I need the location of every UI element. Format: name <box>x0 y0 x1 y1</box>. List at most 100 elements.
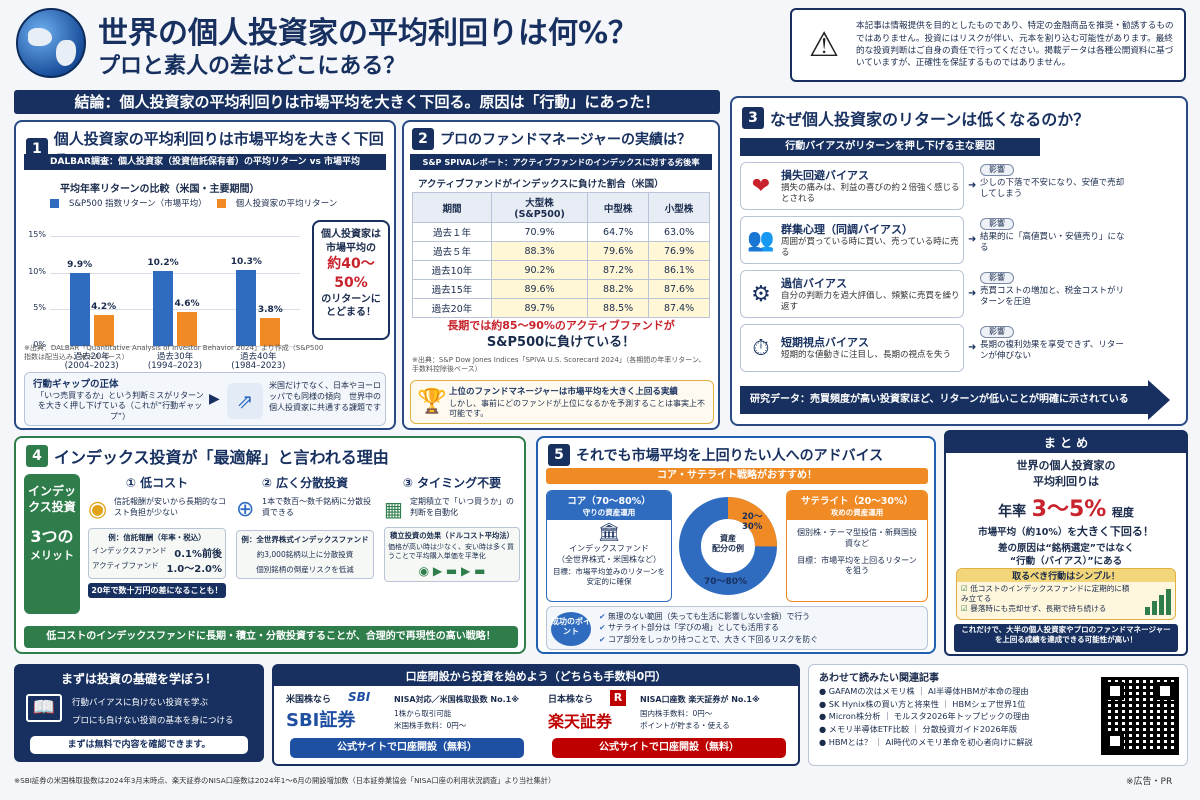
core-fund-2: （全世界株式・米国株など） <box>557 555 661 564</box>
bar <box>260 318 281 346</box>
globe-icon <box>16 8 86 78</box>
donut-sat-label: 20〜30% <box>742 512 763 532</box>
note-text: しかし、事前にどのファンドが上位になるかを予測することは事実上不可能です。 <box>449 399 705 419</box>
related-link[interactable]: ● Micron株分析 ｜ モルスタ2026年トップピックの理由 <box>819 710 1089 723</box>
learn-button[interactable]: まずは無料で内容を確認できます。 <box>30 736 248 754</box>
merit-1-box: 例：信託報酬（年率・税込） インデックスファンド 0.1%前後 アクティブファンド… <box>88 528 226 579</box>
bias-desc: 自分の判断力を過大評価し、頻繁に売買を繰り返す <box>781 290 960 312</box>
gap-text: 「いつ売買するか」という判断ミスがリターンを大きく押し下げている（これが“行動ギ… <box>36 391 204 421</box>
merit-1-box-title: 例：信託報酬（年率・税込） <box>108 533 206 542</box>
table-cell: 過去20年 <box>412 298 492 318</box>
related-text: Micron株分析 ｜ モルスタ2026年トップピックの理由 <box>828 711 1030 722</box>
table-cell: 過去10年 <box>412 260 492 280</box>
related-link[interactable]: ● メモリ半導体ETF比較 ｜ 分散投資ガイド2026年版 <box>819 723 1089 736</box>
action-item: ☑ 低コストのインデックスファンドに定期的に積み立てる <box>961 584 1135 604</box>
related-link[interactable]: ● SK Hynix株の買い方と将来性 ｜ HBMシェア世界1位 <box>819 698 1089 711</box>
callout-highlight: 約40〜50% <box>327 256 375 291</box>
bias-effect: 影響 少しの下落で不安になり、安値で売却してしまう <box>980 164 1130 200</box>
highlight-line-2: S&P500に負けている！ <box>486 334 636 350</box>
merit-3-title: ③ タイミング不要 <box>402 476 502 490</box>
rakuten-block: 日本株なら R 楽天証券 NISA口座数 楽天証券が No.1※ 国内株手数料：… <box>544 690 794 762</box>
sat-fund: 個別株・テーマ型投信・新興国投資など <box>797 528 917 548</box>
table-row: 過去５年 88.3% 79.6% 76.9% <box>412 241 710 261</box>
bias-title: 群集心理（同調バイアス） <box>781 222 913 236</box>
bias-card: 👥 群集心理（同調バイアス） 周囲が買っている時に買い、売っている時に売る <box>740 216 964 264</box>
bar-value-label: 9.9% <box>67 260 93 271</box>
core-fund: インデックスファンド <box>569 544 649 553</box>
summary-line-3: 市場平均（約10%）を大きく下回る！ <box>946 523 1186 539</box>
donut-svg <box>679 497 777 595</box>
table-cell: 87.2% <box>587 260 650 280</box>
spiva-table: 期間 大型株 (S&P500) 中型株 小型株 過去１年 70.9% 64.7% 63.0%… <box>412 192 710 318</box>
learn-1: 行動バイアスに負けない投資を学ぶ <box>72 698 209 708</box>
action-text: 低コストのインデックスファンドに定期的に積み立てる <box>961 584 1130 603</box>
legend-a: S&P500 指数リターン（市場平均） <box>69 199 207 209</box>
crowd-icon: 👥 <box>747 227 775 253</box>
merit-side-2: 3つの <box>30 527 74 547</box>
line3-b: 大きく下回る！ <box>1076 525 1154 538</box>
fee-value: 0.1%前後 <box>174 549 222 560</box>
arrow-icon: ➜ <box>968 180 977 191</box>
bias-title: 短期視点バイアス <box>781 336 869 350</box>
donut-center: 資産 配分の例 <box>706 534 750 555</box>
bullet-icon: ● <box>819 724 829 735</box>
section-title: プロのファンドマネージャーの実績は？ <box>440 132 692 148</box>
table-cell: 87.6% <box>648 279 710 299</box>
gridline <box>50 236 300 237</box>
allocation-donut: 資産 配分の例 70〜80% 20〜30% <box>676 494 780 598</box>
bias-effect: 影響 結果的に「高値買い・安値売り」になる <box>980 218 1130 254</box>
section-number: 3 <box>742 107 764 129</box>
action-box: 取るべき行動はシンプル！ ☑ 低コストのインデックスファンドに定期的に積み立てる… <box>956 568 1176 620</box>
summary-card: ま と め 世界の個人投資家の 平均利回りは 年率 3〜5% 程度 市場平均（約… <box>944 430 1188 656</box>
fee-label: インデックスファンド <box>92 546 167 555</box>
merit-1-title: ① 低コスト <box>125 476 189 490</box>
gridline <box>50 272 300 274</box>
donut-center-2: 配分の例 <box>712 544 744 554</box>
section-number: 4 <box>26 445 48 467</box>
merit-side: インデックス投資 3つの メリット <box>24 474 80 614</box>
table-cell: 86.1% <box>648 260 710 280</box>
point-item: ✔ サテライト部分は「学びの場」としても活用する <box>599 622 925 633</box>
section-subtitle: DALBAR調査：個人投資家（投資信託保有者）の平均リターン vs 市場平均 <box>24 154 386 170</box>
effect-text: 少しの下落で不安になり、安値で売却してしまう <box>980 178 1125 200</box>
point-text: コア部分をしっかり持つことで、大きく下回るリスクを防ぐ <box>608 634 818 644</box>
action-text: 暴落時にも売却せず、長期で持ち続ける <box>970 603 1107 613</box>
merit-3: ③ タイミング不要 ▦ 定期積立で「いつ買うか」の判断を自動化 積立投資の効果（… <box>384 474 520 583</box>
bar <box>153 271 173 346</box>
bias-effect: 影響 売買コストの増加と、税金コストがリターンを圧迫 <box>980 272 1130 308</box>
heart-down-icon: ❤ <box>751 173 771 199</box>
summary-cause: 差の原因は“銘柄選定”ではなく “行動（バイアス）”にある <box>946 543 1186 569</box>
merit-3-box-title: 積立投資の効果（ドルコスト平均法） <box>390 531 514 540</box>
bias-desc: 損失の痛みは、利益の喜びの約２倍強く感じるとされる <box>781 182 960 204</box>
qr-code-icon[interactable] <box>1101 677 1179 755</box>
bias-card: ❤ 損失回避バイアス 損失の痛みは、利益の喜びの約２倍強く感じるとされる <box>740 162 964 210</box>
related-link[interactable]: ● GAFAMの次はメモリ株 ｜ AI半導体HBMが本命の理由 <box>819 685 1089 698</box>
warning-icon: ⚠ <box>808 25 840 65</box>
rakuten-open-button[interactable]: 公式サイトで口座開設（無料） <box>552 738 786 758</box>
section-number: 2 <box>412 128 434 150</box>
y-tick-label: 10% <box>28 266 46 276</box>
learn-card: まずは投資の基礎を学ぼう！ 📖 行動バイアスに負けない投資を学ぶ プロにも負けな… <box>14 664 264 762</box>
related-card: あわせて読みたい関連記事 ● GAFAMの次はメモリ株 ｜ AI半導体HBMが本… <box>808 664 1188 766</box>
learn-2: プロにも負けない投資の基本を身につける <box>72 716 234 726</box>
sbi-open-button[interactable]: 公式サイトで口座開設（無料） <box>290 738 524 758</box>
table-cell: 87.4% <box>648 298 710 318</box>
summary-rate-row: 年率 3〜5% 程度 <box>946 491 1186 523</box>
merit-2: ② 広く分散投資 ⊕ 1本で数百〜数千銘柄に分散投資できる 例：全世界株式インデ… <box>236 474 374 579</box>
merit-3-text: 定期積立で「いつ買うか」の判断を自動化 <box>410 497 514 517</box>
cause-2: “行動（バイアス）”にある <box>1009 555 1123 567</box>
section-title: なぜ個人投資家のリターンは低くなるのか？ <box>770 110 1090 129</box>
points-list: ✔ 無理のない範囲（失っても生活に影響しない金額）で行う ✔ サテライト部分は「学… <box>599 611 925 645</box>
rakuten-logo: R <box>610 690 626 706</box>
coin-icon: ◉ <box>88 497 108 522</box>
rate-value: 3〜5% <box>1031 497 1107 522</box>
disclaimer-box: ⚠ 本記事は情報提供を目的としたものであり、特定の金融商品を推奨・勧誘するもので… <box>790 8 1186 82</box>
manager-note: 🏆 上位のファンドマネージャーは市場平均を大きく上回る実績 しかし、事前にどのフ… <box>410 380 714 424</box>
merit-side-3: メリット <box>30 549 74 563</box>
related-link[interactable]: ● HBMとは？ ｜ AI時代のメモリ革命を初心者向けに解説 <box>819 736 1089 749</box>
x-tick-label: 過去40年 <box>240 352 277 362</box>
growth-people-icon: ⇗ <box>227 383 263 419</box>
coin-stack-icon: ◉ ▶ ▬ ▶ ▬ <box>418 564 486 579</box>
related-title: あわせて読みたい関連記事 <box>819 673 939 684</box>
table-cell: 90.2% <box>490 260 589 280</box>
